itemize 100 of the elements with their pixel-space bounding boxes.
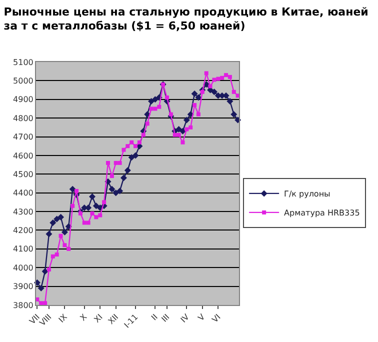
legend-label: Г/к рулоны <box>284 190 330 199</box>
point <box>157 104 162 109</box>
point <box>200 90 204 94</box>
point <box>208 84 212 88</box>
point <box>212 78 216 82</box>
point <box>118 160 122 165</box>
point <box>78 211 82 216</box>
point <box>124 167 131 174</box>
x-tick-label: VI <box>210 312 222 324</box>
point <box>168 112 173 116</box>
y-tick-label: 5100 <box>13 58 34 67</box>
point <box>85 204 92 212</box>
point <box>145 122 150 126</box>
legend-label: Арматура HRB335 <box>284 208 360 218</box>
point <box>176 126 182 133</box>
point <box>82 220 86 225</box>
point <box>220 76 224 80</box>
point <box>195 94 202 101</box>
y-tick-label: 4200 <box>13 226 34 236</box>
point <box>50 220 56 226</box>
point <box>172 132 177 137</box>
y-tick-label: 4500 <box>13 170 34 179</box>
x-tick-label: IX <box>57 312 70 324</box>
x-tick-label: I-11 <box>122 312 140 330</box>
point <box>179 128 186 134</box>
point <box>98 213 102 218</box>
point <box>144 111 151 118</box>
y-tick-label: 4300 <box>13 207 34 216</box>
point <box>90 211 94 216</box>
x-tick-label: II <box>150 312 160 322</box>
point <box>226 98 234 104</box>
y-tick-label: 4700 <box>13 132 34 142</box>
y-tick-label: 4100 <box>13 244 34 254</box>
x-tick-label: XI <box>92 312 104 324</box>
point <box>50 254 55 258</box>
point <box>137 140 142 144</box>
point <box>126 144 130 148</box>
point <box>42 268 48 275</box>
y-tick-label: 4000 <box>13 263 34 272</box>
point <box>58 234 63 238</box>
point <box>69 186 76 192</box>
x-tick-label: V <box>196 312 208 323</box>
point <box>46 230 52 238</box>
point <box>116 188 124 194</box>
point <box>120 174 127 182</box>
point <box>108 186 116 192</box>
point <box>180 140 185 144</box>
point <box>114 160 118 165</box>
point <box>196 112 200 116</box>
point <box>230 111 238 118</box>
point <box>232 90 236 94</box>
point <box>61 228 68 236</box>
point <box>92 202 100 210</box>
x-tick-label: III <box>160 312 172 324</box>
point <box>191 90 198 98</box>
point <box>224 73 228 78</box>
point <box>165 96 170 100</box>
x-tick-label: IV <box>179 312 192 324</box>
point <box>58 214 64 220</box>
point <box>112 190 120 196</box>
point <box>66 246 71 251</box>
y-tick-label: 4800 <box>13 114 34 123</box>
point <box>184 127 189 132</box>
point <box>153 106 158 111</box>
point <box>89 193 96 200</box>
point <box>86 220 90 225</box>
point <box>62 243 67 248</box>
point <box>106 160 110 165</box>
point <box>130 140 134 144</box>
point <box>134 144 138 148</box>
point <box>38 284 44 292</box>
point <box>122 148 126 152</box>
point <box>188 125 193 130</box>
y-tick-label: 4600 <box>13 151 34 160</box>
point <box>148 98 155 104</box>
point <box>54 252 59 257</box>
y-tick-label: 4400 <box>13 188 34 198</box>
y-tick-label: 4900 <box>13 95 34 104</box>
point <box>192 102 197 107</box>
point <box>176 132 181 137</box>
x-tick-label: X <box>78 312 89 323</box>
point <box>210 88 218 96</box>
chart-title: Рыночные цены на стальную продукцию в Китае, юаней за т с металлобазы ($1 = 6,50 юаней) <box>4 5 368 33</box>
y-tick-label: 5000 <box>13 76 34 86</box>
point <box>46 267 51 272</box>
point <box>204 71 208 76</box>
point <box>228 74 232 79</box>
y-tick-label: 3800 <box>13 300 34 310</box>
point <box>70 204 75 208</box>
point <box>132 152 139 159</box>
point <box>102 200 106 204</box>
point <box>183 116 190 124</box>
y-tick-label: 3900 <box>13 282 34 292</box>
point <box>74 188 79 193</box>
point <box>43 301 48 306</box>
point <box>39 301 44 306</box>
x-tick-label: XII <box>106 312 120 326</box>
point <box>94 215 98 220</box>
point <box>110 174 114 178</box>
point <box>216 76 220 81</box>
